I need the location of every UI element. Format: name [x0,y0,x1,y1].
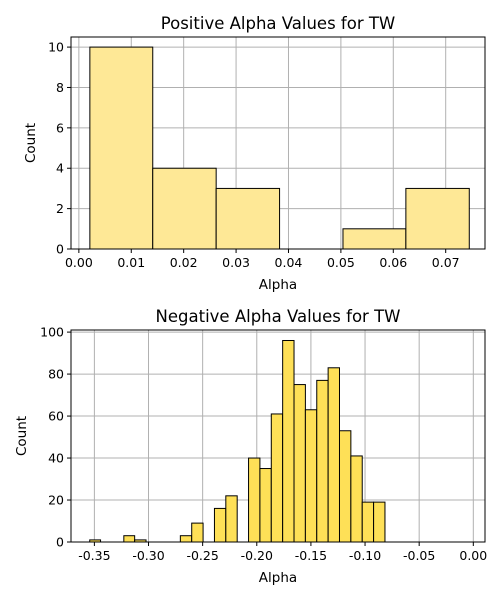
x-tick-label: 0.04 [275,255,303,270]
histogram-bar [304,409,318,543]
x-tick-label: -0.10 [349,548,381,563]
x-tick-label: -0.20 [241,548,273,563]
plot-frame [70,329,486,543]
x-tick-label: -0.30 [132,548,164,563]
histogram-bar [191,522,204,543]
y-tick-label: 40 [48,451,64,466]
histogram-bar [361,501,375,543]
histogram-bar [215,187,281,250]
chart-title: Positive Alpha Values for TW [161,14,396,33]
histogram-bar [225,495,238,543]
y-tick-label: 10 [48,40,64,55]
x-axis-label: Alpha [259,570,297,586]
histogram-bar [152,167,217,250]
histogram-bar [338,430,352,543]
y-tick-label: 100 [40,325,64,340]
positive-alpha-chart: 0.00 0.01 0.02 0.03 0.04 0.05 0.06 0.07 0 2 4 6 8 10… [23,14,486,293]
histogram-bar [179,535,193,543]
x-tick-label: 0.05 [327,255,355,270]
y-tick-label: 8 [56,80,64,95]
y-tick-label: 0 [56,242,64,257]
y-tick-label: 60 [48,409,64,424]
histogram-bar [282,339,295,543]
y-axis-label: Count [23,123,39,163]
x-tick-label: 0.02 [170,255,198,270]
y-tick-label: 0 [56,535,64,550]
x-tick-label: 0.06 [379,255,407,270]
histogram-bar [342,228,407,250]
y-axis-label: Count [14,416,30,456]
x-tick-label: -0.05 [403,548,435,563]
x-tick-label: -0.15 [295,548,327,563]
negative-alpha-chart: -0.35 -0.30 -0.25 -0.20 -0.15 -0.10 -0.05 0.00 … [14,307,487,586]
histogram-bar [373,501,386,543]
histogram-bar [327,367,340,543]
x-axis: -0.35 -0.30 -0.25 -0.20 -0.15 -0.10 -0.05 0.00 [78,542,487,563]
y-tick-label: 20 [48,493,64,508]
histogram-bar [213,507,227,543]
chart-title: Negative Alpha Values for TW [156,307,401,326]
y-tick-label: 4 [56,161,64,176]
histogram-bar [89,46,154,250]
y-tick-label: 2 [56,201,64,216]
y-axis: 0 20 40 60 80 100 [40,325,71,550]
x-tick-label: 0.00 [459,548,487,563]
y-axis: 0 2 4 6 8 10 [48,40,71,257]
histogram-bar [316,379,329,543]
x-tick-label: 0.03 [222,255,250,270]
plot-frame [70,36,486,250]
histogram-bar [350,455,363,543]
y-tick-label: 6 [56,120,64,135]
x-tick-label: 0.00 [65,255,93,270]
histogram-bar [259,468,272,543]
y-tick-label: 80 [48,367,64,382]
x-tick-label: -0.35 [78,548,110,563]
histogram-bar [293,384,306,543]
histogram-bar [123,535,136,543]
histogram-bar [270,413,284,543]
x-tick-label: 0.01 [117,255,145,270]
histogram-bars [89,339,386,543]
x-axis: 0.00 0.01 0.02 0.03 0.04 0.05 0.06 0.07 [65,249,460,270]
histogram-bar [248,457,261,543]
x-tick-label: 0.07 [432,255,460,270]
histogram-bar [405,187,470,250]
x-tick-label: -0.25 [186,548,218,563]
histogram-bars [89,46,470,250]
x-axis-label: Alpha [259,277,297,293]
